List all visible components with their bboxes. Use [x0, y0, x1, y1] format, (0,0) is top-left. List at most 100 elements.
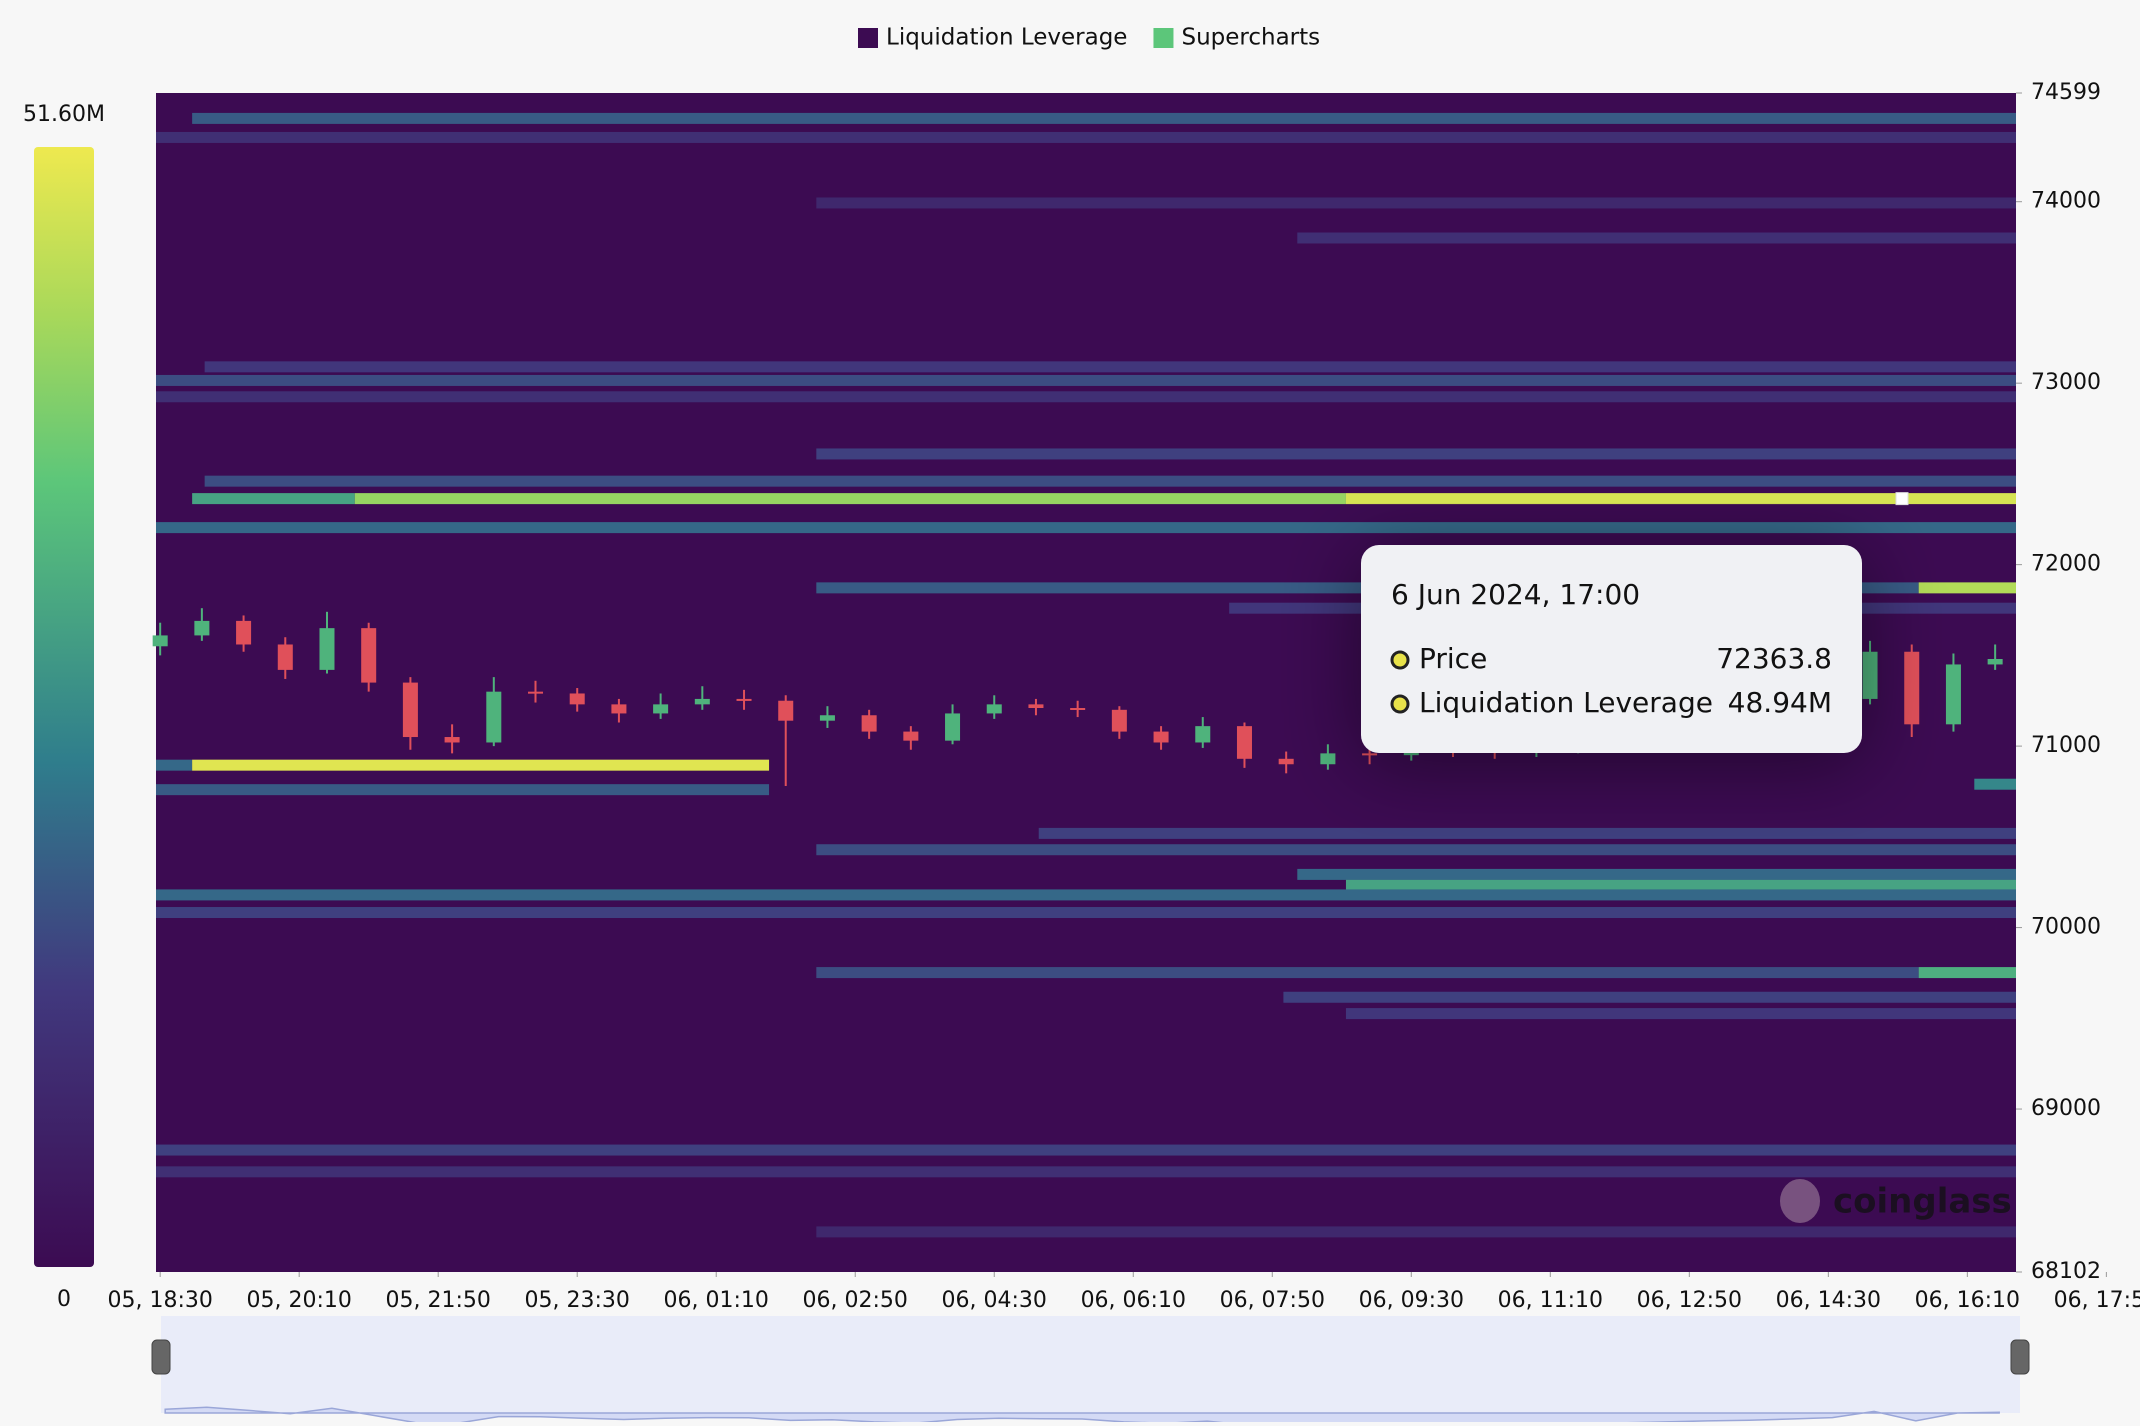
candle-body — [1862, 651, 1878, 699]
tooltip-dot — [1390, 694, 1410, 714]
watermark: coinglass — [1833, 1182, 2012, 1222]
heat-band — [1297, 232, 2016, 244]
x-tick-label: 06, 07:50 — [1220, 1288, 1325, 1313]
x-tick-label: 06, 06:10 — [1081, 1288, 1186, 1313]
tooltip-box — [1361, 545, 1862, 753]
legend-swatch — [858, 28, 878, 48]
heat-band — [156, 374, 2016, 386]
colorbar-tick-label: 0 — [57, 1287, 71, 1312]
x-tick-label: 06, 12:50 — [1637, 1288, 1742, 1313]
heat-band — [1283, 991, 2016, 1003]
heat-band — [1345, 493, 2016, 505]
candle-body — [1987, 658, 2003, 665]
navigator-background[interactable] — [161, 1316, 2020, 1413]
y-tick-label: 74599 — [2031, 80, 2101, 105]
x-tick-label: 06, 11:10 — [1498, 1288, 1603, 1313]
y-tick-label: 73000 — [2031, 370, 2101, 395]
y-tick-label: 72000 — [2031, 552, 2101, 577]
tooltip-label: Liquidation Leverage — [1419, 686, 1713, 719]
candle-body — [611, 704, 627, 714]
candle-body — [402, 682, 418, 738]
heat-band — [192, 493, 355, 505]
heat-band — [1345, 879, 2016, 891]
x-tick-label: 06, 17:50 — [2054, 1288, 2140, 1313]
candle-body — [1070, 707, 1086, 710]
tooltip-value: 72363.8 — [1716, 642, 1832, 675]
heat-band — [156, 889, 2016, 901]
watermark-icon — [1780, 1179, 1820, 1223]
y-tick-label: 71000 — [2031, 733, 2101, 758]
heat-band — [156, 784, 770, 796]
candle-body — [1320, 753, 1336, 765]
x-tick-label: 05, 20:10 — [246, 1288, 351, 1313]
navigator[interactable] — [151, 1316, 2030, 1426]
heat-band — [192, 759, 770, 771]
candle-body — [778, 700, 794, 721]
navigator-handle[interactable] — [2010, 1339, 2030, 1375]
hover-marker — [1895, 492, 1909, 506]
candle-body — [361, 628, 377, 683]
heat-band — [816, 197, 2016, 209]
candle-body — [1236, 726, 1252, 759]
candle-body — [1945, 664, 1961, 725]
heat-band — [156, 522, 2016, 534]
heat-band — [1345, 1008, 2016, 1020]
heat-band — [1297, 868, 2016, 880]
candle-body — [1153, 731, 1169, 743]
heat-band — [192, 112, 2016, 124]
candle-body — [653, 704, 669, 714]
y-tick-label: 69000 — [2031, 1096, 2101, 1121]
candle-body — [1028, 704, 1044, 708]
tooltip-dot — [1390, 650, 1410, 670]
candle-body — [1111, 709, 1127, 732]
x-tick-label: 06, 09:30 — [1359, 1288, 1464, 1313]
heat-band — [1918, 967, 2016, 979]
heat-band — [1038, 827, 2016, 839]
candle-body — [444, 737, 460, 743]
candle-body — [277, 644, 293, 670]
legend-label: Supercharts — [1181, 25, 1320, 51]
candle-body — [736, 698, 752, 701]
candle-body — [986, 704, 1002, 714]
x-tick-label: 06, 14:30 — [1776, 1288, 1881, 1313]
y-tick-label: 74000 — [2031, 189, 2101, 214]
heat-band — [816, 1226, 2016, 1238]
candle-body — [1362, 753, 1378, 756]
candle-body — [694, 698, 710, 705]
candle-body — [819, 715, 835, 721]
candle-body — [1195, 726, 1211, 743]
tooltip-value: 48.94M — [1728, 686, 1832, 719]
heat-band — [156, 1166, 2016, 1178]
heat-band — [156, 907, 2016, 919]
legend-swatch — [1153, 28, 1174, 48]
heat-band — [204, 475, 2017, 487]
heat-band — [354, 493, 1346, 505]
heat-band — [1974, 778, 2016, 790]
x-tick-label: 05, 23:30 — [525, 1288, 630, 1313]
heatmap — [156, 112, 2017, 1238]
heat-band — [1918, 582, 2016, 594]
y-tick-label: 68102 — [2031, 1259, 2101, 1284]
heat-band — [156, 759, 193, 771]
colorbar — [34, 147, 94, 1267]
candle-body — [903, 731, 919, 741]
y-tick-label: 70000 — [2031, 915, 2101, 940]
navigator-handle[interactable] — [151, 1339, 171, 1375]
heat-band — [816, 967, 1919, 979]
axes: 0 51.60M 68102 69000 70000 71000 72000 73000 740… — [23, 80, 2140, 1313]
candle-body — [194, 620, 210, 636]
overlay: Liquidation Leverage Supercharts coinglass… — [858, 25, 2012, 1223]
heat-band — [816, 448, 2016, 460]
candle-body — [152, 635, 168, 647]
candle-body — [1904, 651, 1920, 725]
x-tick-label: 06, 16:10 — [1915, 1288, 2020, 1313]
tooltip-title: 6 Jun 2024, 17:00 — [1391, 578, 1640, 611]
x-tick-label: 06, 01:10 — [664, 1288, 769, 1313]
candle-body — [945, 713, 961, 741]
candle-body — [486, 691, 502, 743]
candle-body — [528, 691, 544, 694]
heat-band — [204, 361, 2017, 373]
candle-body — [1278, 758, 1294, 765]
legend-label: Liquidation Leverage — [886, 25, 1127, 51]
